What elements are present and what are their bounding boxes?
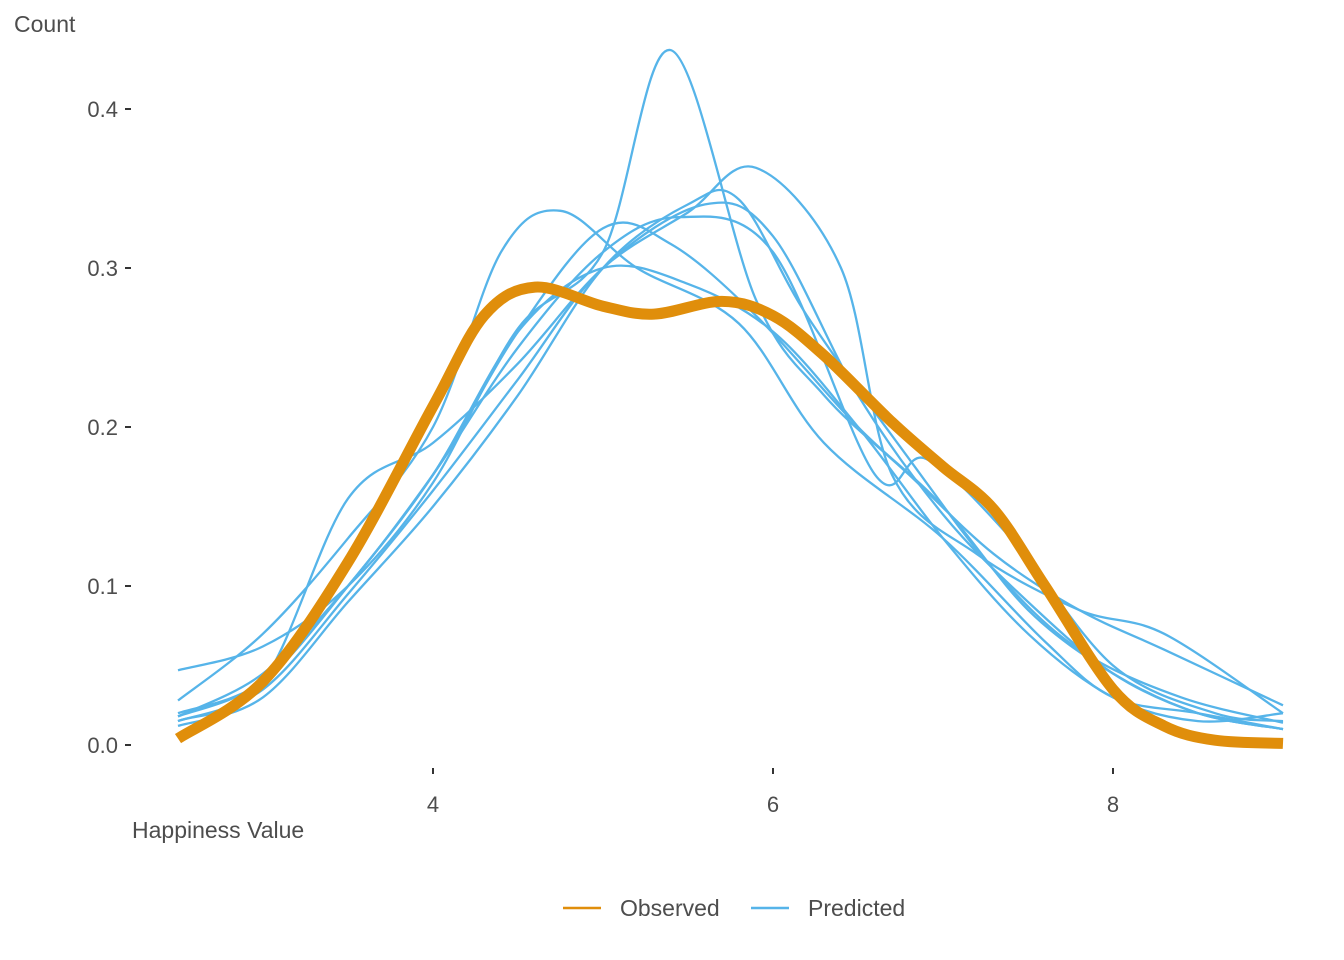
x-axis: 4 6 8 bbox=[427, 768, 1119, 817]
legend-observed-label: Observed bbox=[620, 895, 720, 921]
legend: Observed Predicted bbox=[563, 895, 905, 921]
legend-predicted-label: Predicted bbox=[808, 895, 905, 921]
y-tick-label: 0.1 bbox=[87, 574, 118, 599]
y-tick-label: 0.2 bbox=[87, 415, 118, 440]
y-axis-title: Count bbox=[14, 11, 76, 37]
predicted-line-8 bbox=[177, 264, 1284, 723]
predicted-line-3 bbox=[177, 165, 1284, 723]
y-tick-label: 0.3 bbox=[87, 256, 118, 281]
x-tick-label: 4 bbox=[427, 792, 439, 817]
y-tick-label: 0.0 bbox=[87, 733, 118, 758]
x-tick-label: 8 bbox=[1107, 792, 1119, 817]
predicted-line-6 bbox=[177, 201, 1284, 731]
predicted-line-2 bbox=[177, 209, 1284, 731]
x-tick-label: 6 bbox=[767, 792, 779, 817]
predicted-series-group bbox=[177, 49, 1284, 731]
x-axis-title: Happiness Value bbox=[132, 817, 304, 843]
predicted-line-7 bbox=[177, 188, 1284, 727]
y-tick-label: 0.4 bbox=[87, 97, 118, 122]
observed-series-group bbox=[174, 281, 1284, 749]
y-axis: 0.0 0.1 0.2 0.3 0.4 bbox=[87, 97, 131, 758]
observed-line bbox=[174, 281, 1284, 749]
